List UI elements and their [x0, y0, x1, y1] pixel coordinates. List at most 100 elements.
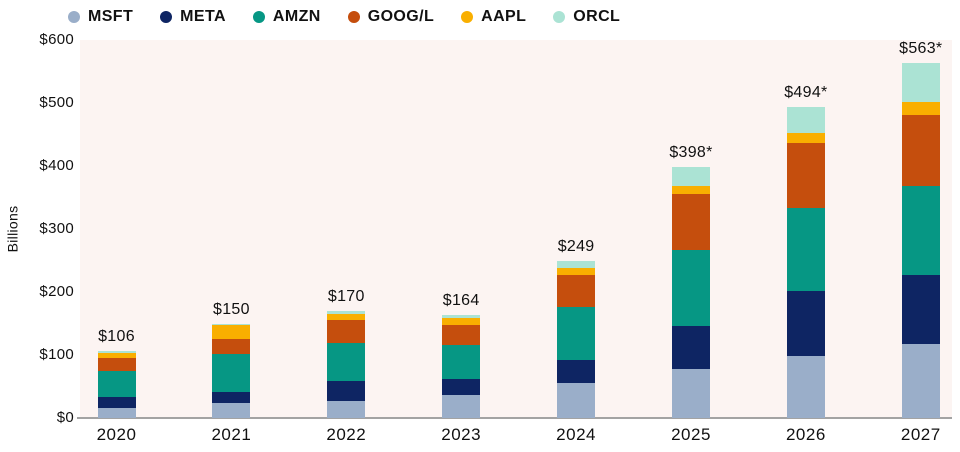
y-tick-label: $600: [39, 31, 74, 48]
bar-total-label-2025: $398*: [669, 144, 713, 162]
x-axis-label-2026: 2026: [785, 425, 826, 444]
bar-segment-googl-2023: [442, 324, 481, 345]
legend-dot-meta-icon: [160, 11, 173, 23]
bar-segment-orcl-2021: [212, 323, 251, 325]
y-tick-label: $300: [39, 220, 74, 237]
bar-segment-meta-2024: [557, 360, 596, 383]
bar-total-label-2027: $563*: [899, 40, 943, 58]
bar-segment-orcl-2023: [442, 314, 481, 319]
bar-column-2027: $563*: [899, 40, 942, 418]
bar-segment-orcl-2025: [672, 167, 710, 187]
x-axis-label-2020: 2020: [96, 425, 137, 444]
bar-segment-meta-2020: [97, 396, 136, 408]
y-tick-label: $400: [39, 157, 74, 174]
bar-segment-msft-2027: [901, 344, 940, 418]
bar-segment-googl-2025: [672, 194, 710, 250]
bar-segment-msft-2025: [672, 368, 710, 418]
bar-segment-orcl-2022: [327, 310, 366, 315]
legend-dot-msft-icon: [68, 11, 80, 23]
bar-segment-aapl-2022: [327, 314, 366, 320]
legend-label-aapl: AAPL: [481, 8, 527, 25]
bar-segment-msft-2024: [557, 382, 596, 418]
bar-segment-orcl-2026: [786, 106, 825, 134]
y-tick-label: $0: [56, 409, 74, 426]
legend-dot-amzn-icon: [252, 11, 265, 23]
bar-total-label-2024: $249: [557, 238, 595, 256]
y-axis-ticks: $0 $100 $200 $300 $400 $500 $600: [0, 32, 74, 426]
bar-total-label-2026: $494*: [784, 83, 828, 101]
bar-segment-googl-2022: [327, 319, 366, 344]
legend-entry-aapl: AAPL: [461, 8, 526, 26]
legend-label-meta: META: [180, 8, 226, 25]
bar-segment-aapl-2021: [212, 324, 251, 339]
chart-legend: MSFT META AMZN GOOG/L AAPL ORCL: [68, 6, 620, 28]
bar-segment-googl-2021: [212, 338, 251, 355]
bar-segment-orcl-2024: [557, 261, 596, 269]
legend-dot-orcl-icon: [553, 11, 566, 23]
legend-label-amzn: AMZN: [272, 8, 321, 25]
y-tick-label: $100: [39, 346, 74, 363]
bar-column-2021: $150: [212, 301, 251, 418]
bar-segment-googl-2026: [786, 143, 825, 209]
bar-segment-amzn-2022: [327, 343, 366, 381]
bar-segment-aapl-2025: [672, 186, 710, 195]
x-axis-label-2025: 2025: [671, 425, 711, 444]
legend-entry-meta: META: [160, 8, 226, 26]
x-axis-label-2023: 2023: [441, 425, 482, 444]
bar-segment-msft-2023: [442, 395, 481, 418]
bar-segment-aapl-2020: [97, 352, 136, 359]
bar-segment-meta-2021: [212, 392, 251, 403]
bar-column-2023: $164: [442, 292, 481, 418]
x-axis-label-2021: 2021: [211, 425, 252, 444]
x-axis-labels: 2020 2021 2022 2023 2024 2025 2026 2027: [80, 425, 952, 449]
bar-segment-amzn-2024: [557, 307, 596, 361]
bar-total-label-2022: $170: [327, 287, 365, 305]
bar-column-2026: $494*: [784, 84, 827, 418]
legend-entry-orcl: ORCL: [553, 8, 620, 26]
bar-segment-amzn-2023: [442, 344, 481, 379]
bar-column-2024: $249: [557, 238, 596, 418]
legend-label-googl: GOOG/L: [367, 8, 435, 25]
bar-segment-msft-2021: [212, 402, 251, 418]
legend-dot-aapl-icon: [461, 11, 474, 23]
bar-segment-meta-2026: [786, 291, 825, 357]
legend-label-msft: MSFT: [88, 8, 134, 25]
legend-label-orcl: ORCL: [573, 8, 621, 25]
bar-segment-meta-2023: [442, 378, 481, 396]
bar-segment-orcl-2020: [97, 351, 136, 353]
bar-segment-amzn-2021: [212, 354, 251, 393]
legend-entry-googl: GOOG/L: [347, 8, 435, 26]
legend-dot-googl-icon: [347, 11, 360, 23]
legend-entry-amzn: AMZN: [252, 8, 321, 26]
bar-segment-meta-2025: [672, 326, 710, 369]
y-tick-label: $200: [39, 283, 74, 300]
x-axis-label-2022: 2022: [326, 425, 367, 444]
legend-entry-msft: MSFT: [68, 8, 133, 26]
bar-total-label-2021: $150: [212, 300, 250, 318]
bar-segment-amzn-2027: [901, 186, 940, 275]
plot-area: $106 $150 $170 $164 $249 $398* $494* $563*: [77, 40, 952, 419]
bar-total-label-2023: $164: [442, 291, 480, 309]
bar-column-2020: $106: [97, 328, 136, 418]
bar-segment-googl-2027: [901, 114, 940, 187]
bar-segment-msft-2020: [97, 407, 136, 418]
bar-segment-googl-2020: [97, 358, 136, 372]
x-axis-line: [77, 417, 952, 419]
bar-segment-amzn-2025: [672, 249, 710, 327]
bar-segment-orcl-2027: [901, 63, 940, 103]
bar-segment-meta-2027: [901, 275, 940, 345]
bar-segment-msft-2026: [786, 356, 825, 418]
bar-column-2022: $170: [327, 288, 366, 418]
bar-segment-amzn-2026: [786, 208, 825, 292]
bar-segment-googl-2024: [557, 275, 596, 308]
bar-segment-meta-2022: [327, 380, 366, 401]
bar-segment-aapl-2026: [786, 133, 825, 144]
bar-segment-amzn-2020: [97, 371, 136, 397]
bar-column-2025: $398*: [669, 144, 712, 418]
bar-segment-aapl-2023: [442, 318, 481, 325]
bar-segment-aapl-2024: [557, 268, 596, 276]
bar-segment-msft-2022: [327, 401, 366, 418]
x-axis-label-2027: 2027: [900, 425, 941, 444]
y-tick-label: $500: [39, 94, 74, 111]
